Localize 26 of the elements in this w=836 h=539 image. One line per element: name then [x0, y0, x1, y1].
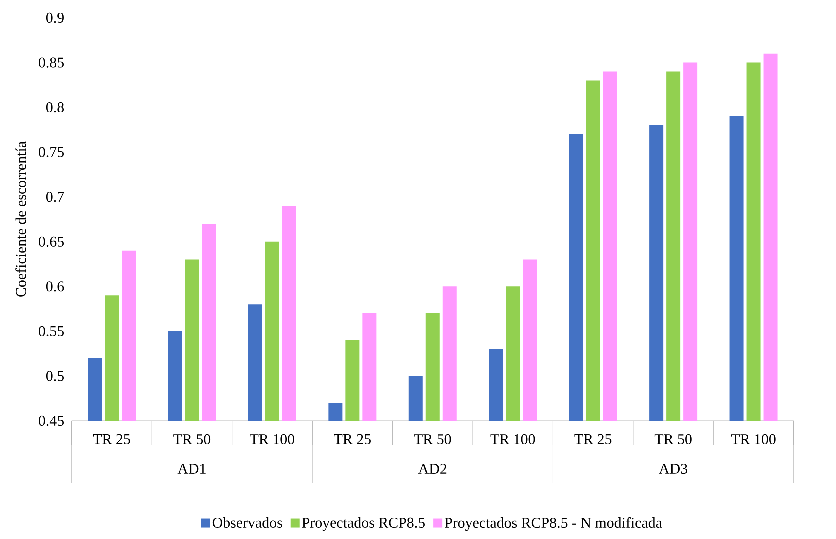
y-tick-label: 0.6 — [46, 282, 64, 292]
x-tick-label: TR 100 — [731, 434, 776, 445]
y-tick-label: 0.75 — [38, 147, 64, 158]
x-tick-label: TR 100 — [490, 434, 536, 445]
y-tick-label: 0.85 — [38, 58, 64, 68]
y-tick-label: 0.55 — [38, 326, 64, 337]
y-tick-label: 0.5 — [46, 371, 64, 382]
y-tick-label: 0.45 — [38, 416, 64, 426]
x-tick-label: TR 50 — [414, 434, 452, 445]
legend-label: Proyectados RCP8.5 - N modificada — [444, 517, 662, 532]
y-tick-label: 0.8 — [46, 102, 64, 113]
text: AD3 — [659, 464, 688, 474]
legend-label: Observados — [212, 517, 282, 528]
x-tick-label: TR 25 — [574, 434, 612, 444]
y-axis-title: Coeficiente de escorrentía — [16, 142, 26, 297]
x-tick-label: TR 25 — [93, 434, 130, 444]
y-tick-label: 0.7 — [46, 192, 64, 202]
y-tick-label: 0.9 — [46, 12, 64, 24]
x-tick-label: TR 50 — [654, 434, 692, 445]
legend-label: Proyectados RCP8.5 — [302, 517, 425, 532]
y-tick-label: 0.65 — [38, 236, 64, 247]
x-tick-label: TR 100 — [250, 434, 295, 445]
x-tick-label: TR 50 — [174, 434, 211, 445]
text: AD1 — [178, 464, 206, 474]
text: AD2 — [418, 464, 447, 474]
x-tick-label: TR 25 — [334, 434, 371, 444]
